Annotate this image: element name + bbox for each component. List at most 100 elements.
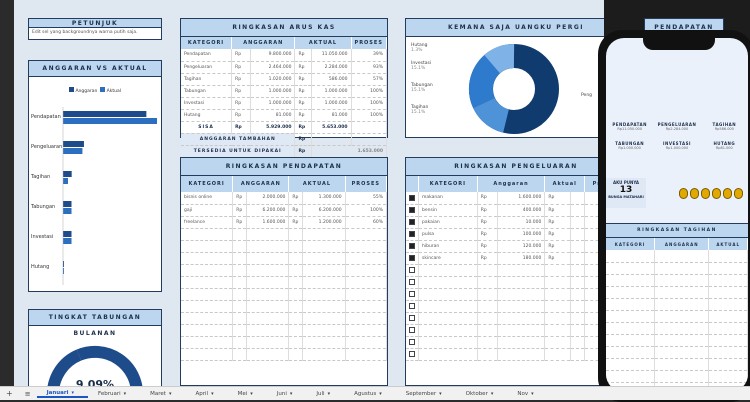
table-cell[interactable] bbox=[606, 286, 656, 299]
row-checkbox[interactable] bbox=[406, 348, 419, 361]
table-cell[interactable] bbox=[302, 264, 346, 277]
table-cell[interactable] bbox=[418, 300, 478, 313]
table-cell[interactable] bbox=[708, 358, 748, 371]
checkbox-icon[interactable] bbox=[409, 242, 415, 249]
table-cell[interactable] bbox=[181, 300, 234, 313]
table-cell[interactable] bbox=[246, 348, 290, 361]
table-cell[interactable] bbox=[302, 348, 346, 361]
table-cell[interactable] bbox=[246, 228, 290, 241]
table-cell[interactable] bbox=[654, 298, 710, 311]
tab-juli[interactable]: Juli bbox=[306, 391, 344, 397]
table-cell[interactable] bbox=[181, 276, 234, 289]
table-cell[interactable] bbox=[570, 288, 586, 301]
table-cell[interactable] bbox=[246, 312, 290, 325]
table-cell[interactable] bbox=[654, 358, 710, 371]
table-cell[interactable] bbox=[302, 228, 346, 241]
table-cell[interactable] bbox=[606, 274, 656, 287]
table-cell[interactable] bbox=[570, 336, 586, 349]
table-cell[interactable] bbox=[246, 288, 290, 301]
tab-september[interactable]: September bbox=[396, 391, 456, 397]
sheet-list-icon[interactable]: ≡ bbox=[24, 389, 31, 398]
row-checkbox[interactable] bbox=[406, 300, 419, 313]
checkbox-icon[interactable] bbox=[409, 266, 415, 273]
table-cell[interactable] bbox=[418, 276, 478, 289]
table-cell[interactable] bbox=[497, 264, 546, 277]
table-cell[interactable] bbox=[302, 276, 346, 289]
table-cell[interactable] bbox=[654, 346, 710, 359]
table-cell[interactable] bbox=[708, 370, 748, 383]
table-cell[interactable] bbox=[570, 348, 586, 361]
table-cell[interactable]: 2.000.000 bbox=[246, 192, 290, 205]
table-cell[interactable] bbox=[181, 288, 234, 301]
table-cell[interactable] bbox=[570, 192, 586, 205]
table-cell[interactable] bbox=[497, 276, 546, 289]
tab-januari[interactable]: Januari bbox=[36, 390, 88, 398]
checkbox-icon[interactable] bbox=[409, 338, 415, 345]
table-cell[interactable] bbox=[246, 252, 290, 265]
tab-april[interactable]: April bbox=[185, 391, 227, 397]
table-cell[interactable] bbox=[606, 358, 656, 371]
table-cell[interactable] bbox=[708, 310, 748, 323]
table-cell[interactable] bbox=[418, 312, 478, 325]
table-cell[interactable] bbox=[302, 312, 346, 325]
table-cell[interactable] bbox=[654, 262, 710, 275]
add-sheet-icon[interactable]: + bbox=[6, 389, 13, 398]
table-cell[interactable] bbox=[654, 274, 710, 287]
table-cell[interactable] bbox=[181, 312, 234, 325]
table-cell[interactable] bbox=[418, 336, 478, 349]
table-cell[interactable]: pulsa bbox=[418, 228, 478, 241]
tab-mei[interactable]: Mei bbox=[228, 391, 267, 397]
table-cell[interactable] bbox=[181, 252, 234, 265]
checkbox-icon[interactable] bbox=[409, 218, 415, 225]
tab-juni[interactable]: Juni bbox=[267, 391, 307, 397]
table-cell[interactable]: bisnis online bbox=[181, 192, 234, 205]
table-cell[interactable] bbox=[181, 348, 234, 361]
table-cell[interactable] bbox=[708, 250, 748, 263]
table-cell[interactable] bbox=[570, 252, 586, 265]
table-cell[interactable]: makanan bbox=[418, 192, 478, 205]
table-cell[interactable] bbox=[570, 228, 586, 241]
table-cell[interactable]: 180.000 bbox=[497, 252, 546, 265]
table-cell[interactable] bbox=[708, 274, 748, 287]
table-cell[interactable] bbox=[181, 264, 234, 277]
table-cell[interactable] bbox=[302, 240, 346, 253]
checkbox-icon[interactable] bbox=[409, 254, 415, 261]
row-checkbox[interactable] bbox=[406, 204, 419, 217]
table-cell[interactable]: 6.200.000 bbox=[246, 204, 290, 217]
table-cell[interactable] bbox=[246, 336, 290, 349]
table-cell[interactable] bbox=[606, 370, 656, 383]
row-checkbox[interactable] bbox=[406, 276, 419, 289]
table-cell[interactable] bbox=[570, 240, 586, 253]
table-cell[interactable] bbox=[570, 324, 586, 337]
table-cell[interactable]: 120.000 bbox=[497, 240, 546, 253]
table-cell[interactable] bbox=[570, 312, 586, 325]
checkbox-icon[interactable] bbox=[409, 278, 415, 285]
table-cell[interactable] bbox=[654, 250, 710, 263]
table-cell[interactable] bbox=[654, 322, 710, 335]
table-cell[interactable] bbox=[302, 252, 346, 265]
checkbox-icon[interactable] bbox=[409, 350, 415, 357]
tab-oktober[interactable]: Oktober bbox=[456, 391, 508, 397]
table-cell[interactable]: skincare bbox=[418, 252, 478, 265]
table-cell[interactable] bbox=[246, 300, 290, 313]
table-cell[interactable] bbox=[654, 370, 710, 383]
tambahan-rp[interactable]: Rp bbox=[294, 133, 312, 146]
table-cell[interactable] bbox=[246, 324, 290, 337]
table-cell[interactable] bbox=[302, 324, 346, 337]
table-cell[interactable] bbox=[708, 322, 748, 335]
tab-maret[interactable]: Maret bbox=[140, 391, 185, 397]
table-cell[interactable] bbox=[570, 216, 586, 229]
table-cell[interactable] bbox=[497, 336, 546, 349]
checkbox-icon[interactable] bbox=[409, 230, 415, 237]
table-cell[interactable] bbox=[606, 334, 656, 347]
checkbox-icon[interactable] bbox=[409, 194, 415, 201]
table-cell[interactable]: freelance bbox=[181, 216, 234, 229]
table-cell[interactable] bbox=[606, 310, 656, 323]
table-cell[interactable] bbox=[606, 298, 656, 311]
table-cell[interactable] bbox=[246, 264, 290, 277]
table-cell[interactable]: 1.200.000 bbox=[302, 216, 346, 229]
table-cell[interactable]: 1.600.000 bbox=[246, 216, 290, 229]
row-checkbox[interactable] bbox=[406, 324, 419, 337]
table-cell[interactable] bbox=[708, 346, 748, 359]
row-checkbox[interactable] bbox=[406, 312, 419, 325]
